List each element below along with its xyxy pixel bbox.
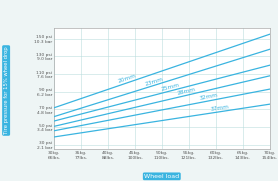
- Text: 20mm: 20mm: [117, 73, 137, 84]
- Text: Wheel load: Wheel load: [144, 174, 179, 179]
- Text: 25mm: 25mm: [161, 82, 180, 92]
- Text: 23mm: 23mm: [144, 76, 164, 87]
- Text: 32mm: 32mm: [199, 93, 218, 101]
- Text: 28mm: 28mm: [177, 87, 197, 96]
- Text: Tire pressure for 15% wheel drop: Tire pressure for 15% wheel drop: [4, 47, 9, 134]
- Text: 37mm: 37mm: [210, 104, 229, 112]
